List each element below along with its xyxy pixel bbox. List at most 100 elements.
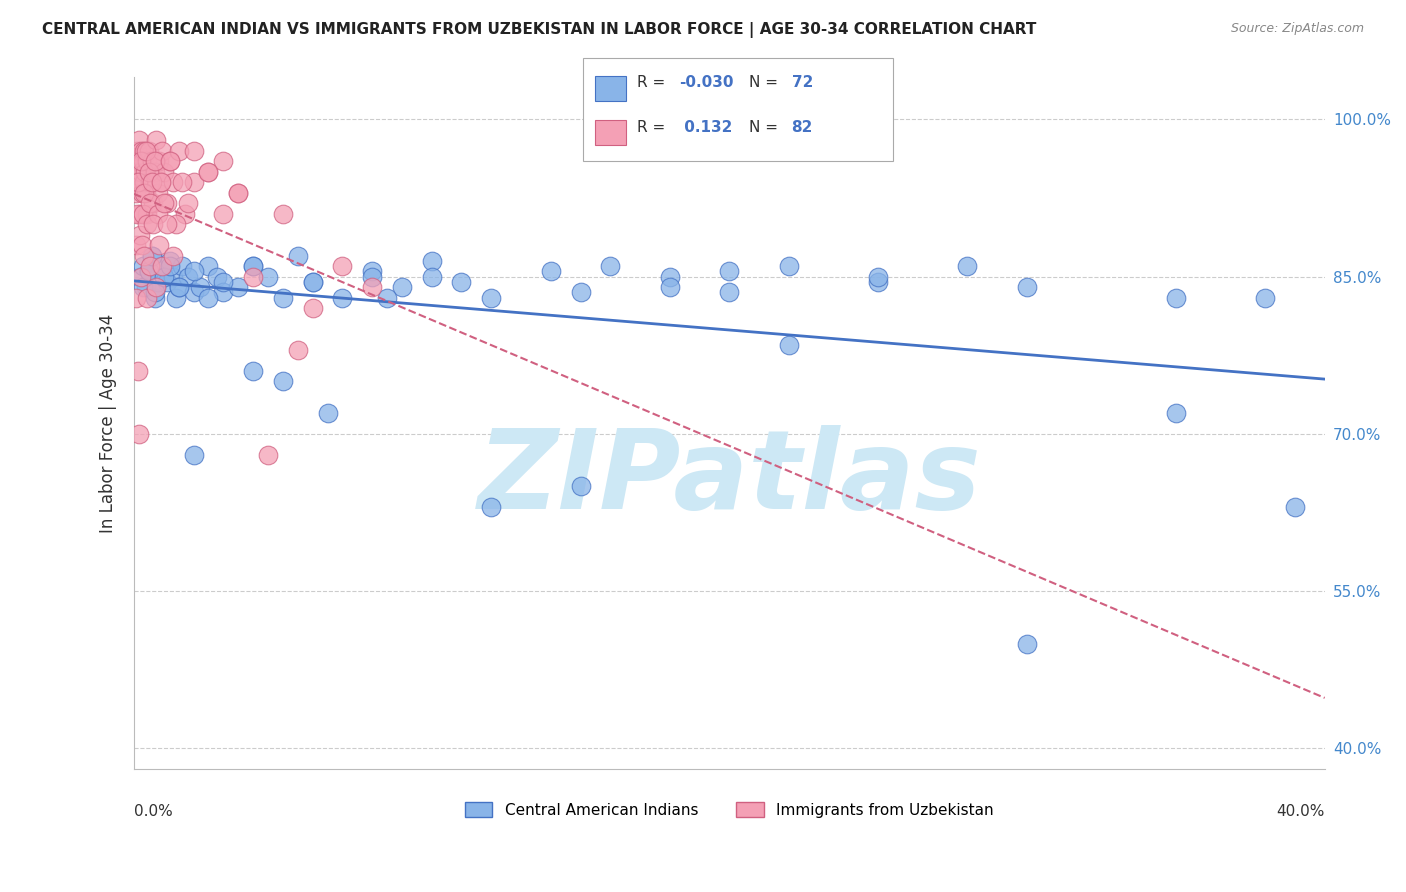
Point bbox=[129, 165, 152, 179]
Text: N =: N = bbox=[749, 76, 783, 90]
Point bbox=[868, 275, 890, 289]
Point bbox=[207, 269, 229, 284]
Point bbox=[1015, 280, 1038, 294]
Point bbox=[183, 264, 205, 278]
Point bbox=[138, 264, 160, 278]
Point bbox=[301, 301, 323, 315]
Point bbox=[212, 207, 235, 221]
Point bbox=[125, 144, 148, 158]
Point bbox=[479, 291, 502, 305]
Point bbox=[1164, 406, 1187, 420]
Point bbox=[152, 269, 174, 284]
Point bbox=[170, 259, 193, 273]
Point bbox=[301, 275, 323, 289]
Point bbox=[569, 479, 592, 493]
Legend: Central American Indians, Immigrants from Uzbekistan: Central American Indians, Immigrants fro… bbox=[458, 796, 1000, 824]
Point bbox=[212, 285, 235, 300]
Point bbox=[128, 426, 150, 441]
Point bbox=[138, 264, 160, 278]
Text: 0.0%: 0.0% bbox=[134, 804, 173, 819]
Point bbox=[138, 165, 160, 179]
Point bbox=[129, 269, 152, 284]
Point bbox=[212, 154, 235, 169]
Point bbox=[301, 275, 323, 289]
Point bbox=[159, 253, 181, 268]
Point bbox=[176, 196, 198, 211]
Point bbox=[143, 154, 166, 169]
Point bbox=[361, 264, 384, 278]
Point bbox=[139, 196, 162, 211]
Point bbox=[718, 264, 741, 278]
Point bbox=[143, 165, 166, 179]
Point bbox=[135, 154, 157, 169]
Point bbox=[146, 207, 169, 221]
Point bbox=[152, 165, 174, 179]
Point bbox=[658, 269, 681, 284]
Point bbox=[658, 280, 681, 294]
Point bbox=[188, 280, 211, 294]
Point bbox=[142, 196, 165, 211]
Point bbox=[141, 175, 163, 189]
Point bbox=[141, 154, 163, 169]
Point bbox=[132, 280, 155, 294]
Point bbox=[1254, 291, 1277, 305]
Point bbox=[138, 144, 160, 158]
Point bbox=[131, 144, 153, 158]
Point bbox=[135, 291, 157, 305]
Point bbox=[778, 259, 800, 273]
Point bbox=[599, 259, 621, 273]
Point bbox=[271, 207, 294, 221]
Point bbox=[271, 291, 294, 305]
Point bbox=[128, 154, 150, 169]
Point bbox=[148, 238, 170, 252]
Point bbox=[136, 217, 159, 231]
Point bbox=[134, 144, 156, 158]
Point bbox=[183, 144, 205, 158]
Point bbox=[135, 144, 157, 158]
Point bbox=[149, 175, 172, 189]
Point bbox=[165, 291, 187, 305]
Point bbox=[170, 175, 193, 189]
Point bbox=[242, 269, 264, 284]
Point bbox=[718, 285, 741, 300]
Point bbox=[242, 259, 264, 273]
Point bbox=[152, 196, 174, 211]
Point bbox=[420, 253, 443, 268]
Point bbox=[332, 259, 354, 273]
Point bbox=[132, 154, 155, 169]
Point bbox=[146, 275, 169, 289]
Point bbox=[145, 280, 167, 294]
Point bbox=[479, 500, 502, 515]
Point bbox=[391, 280, 413, 294]
Point bbox=[956, 259, 979, 273]
Point bbox=[450, 275, 472, 289]
Point bbox=[212, 275, 235, 289]
Point bbox=[778, 337, 800, 351]
Point bbox=[420, 269, 443, 284]
Point bbox=[141, 249, 163, 263]
Point bbox=[124, 186, 146, 200]
Point bbox=[128, 175, 150, 189]
Point bbox=[162, 175, 184, 189]
Text: 0.132: 0.132 bbox=[679, 120, 733, 135]
Point bbox=[197, 165, 219, 179]
Point bbox=[1284, 500, 1306, 515]
Point bbox=[145, 133, 167, 147]
Point bbox=[152, 269, 174, 284]
Point bbox=[361, 280, 384, 294]
Point bbox=[135, 186, 157, 200]
Point bbox=[134, 249, 156, 263]
Text: R =: R = bbox=[637, 76, 671, 90]
Point bbox=[226, 186, 249, 200]
Point bbox=[173, 207, 195, 221]
Point bbox=[128, 133, 150, 147]
Point bbox=[156, 217, 179, 231]
Point bbox=[183, 175, 205, 189]
Text: R =: R = bbox=[637, 120, 671, 135]
Point bbox=[332, 291, 354, 305]
Point bbox=[226, 280, 249, 294]
Point bbox=[162, 269, 184, 284]
Y-axis label: In Labor Force | Age 30-34: In Labor Force | Age 30-34 bbox=[100, 314, 117, 533]
Point bbox=[167, 280, 190, 294]
Point bbox=[143, 291, 166, 305]
